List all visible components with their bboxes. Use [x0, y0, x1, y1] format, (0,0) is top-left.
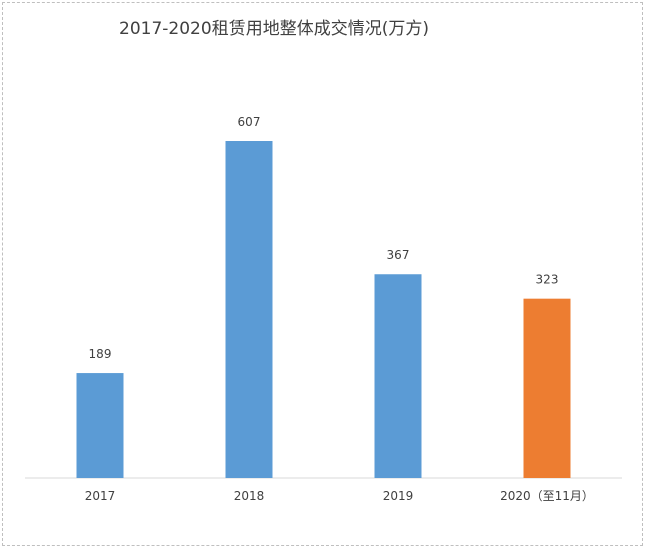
x-tick-label-2: 2019 — [383, 489, 414, 503]
bar-0 — [76, 373, 124, 478]
x-tick-label-1: 2018 — [234, 489, 265, 503]
x-tick-labels-group: 2017 2018 2019 2020（至11月） — [85, 489, 594, 503]
bar-3 — [523, 298, 571, 478]
data-labels-group: 189 607 367 323 — [89, 115, 559, 361]
data-label-3: 323 — [536, 273, 559, 287]
x-tick-label-0: 2017 — [85, 489, 116, 503]
bar-2 — [374, 274, 422, 478]
data-label-2: 367 — [387, 248, 410, 262]
x-tick-label-3: 2020（至11月） — [500, 489, 594, 503]
bar-1 — [225, 141, 273, 478]
data-label-1: 607 — [238, 115, 261, 129]
chart-title: 2017-2020租赁用地整体成交情况(万方) — [119, 19, 429, 39]
bars-group — [76, 141, 571, 478]
data-label-0: 189 — [89, 347, 112, 361]
